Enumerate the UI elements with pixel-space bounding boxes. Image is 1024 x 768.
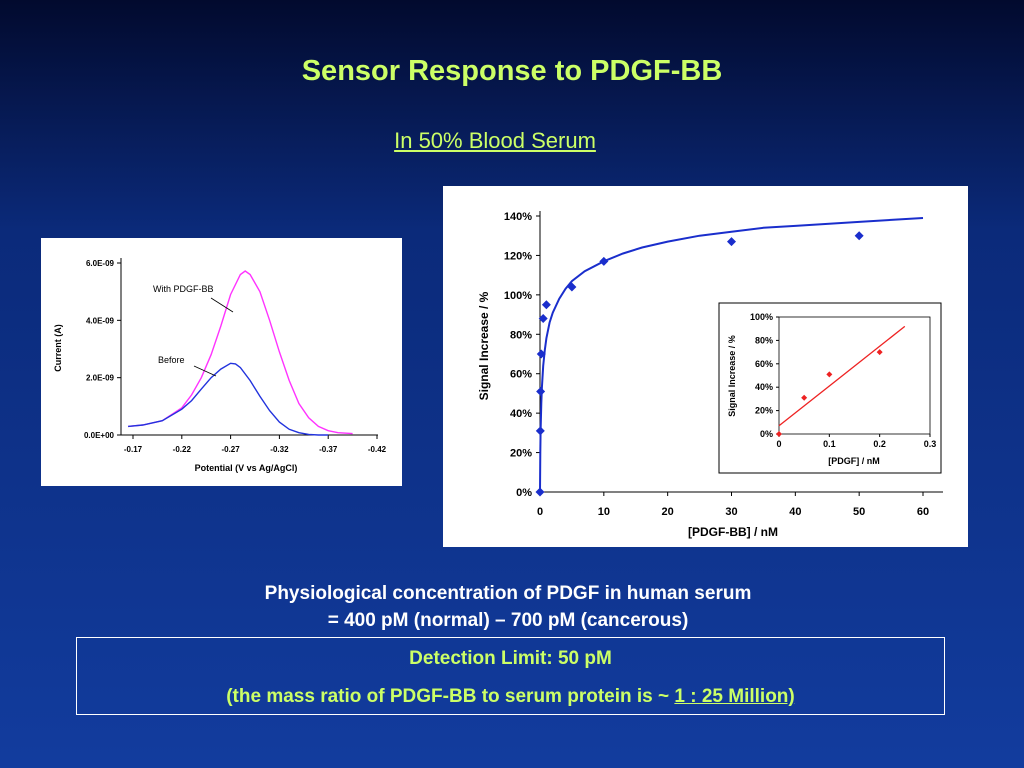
data-point — [541, 300, 551, 310]
x-tick-label: 20 — [662, 506, 674, 518]
calibration-chart: 0% 20% 40% 60% 80% 100% 120% 140% 0 10 20 30 40 50 60 [… — [477, 211, 943, 539]
annotation-before-leader — [193, 365, 217, 377]
inset-x-axis-label: [PDGF] / nM — [828, 456, 880, 466]
inset-y-tick-label: 60% — [755, 359, 773, 369]
inset-y-tick-label: 100% — [750, 312, 773, 322]
slide-subtitle: In 50% Blood Serum — [394, 128, 596, 153]
x-tick-label: -0.32 — [270, 445, 289, 454]
annotation-with-pdgf: With PDGF-BB — [153, 284, 214, 294]
x-tick-label: 50 — [853, 506, 865, 518]
x-tick-label: 60 — [917, 506, 929, 518]
y-tick-label: 4.0E-09 — [86, 316, 115, 325]
y-tick-label: 140% — [504, 211, 532, 223]
before-curve — [128, 362, 329, 436]
inset-y-tick-label: 80% — [755, 335, 773, 345]
data-point — [567, 282, 577, 292]
inset-y-axis-label: Signal Increase / % — [727, 335, 737, 417]
voltammogram-panel: 0.0E+00 2.0E-09 4.0E-09 6.0E-09 -0.17 -0.22 -0… — [41, 238, 402, 486]
y-tick-label: 60% — [510, 369, 532, 381]
x-tick-label: -0.37 — [319, 445, 338, 454]
inset-y-tick-label: 20% — [755, 406, 773, 416]
y-tick-label: 40% — [510, 408, 532, 420]
data-point — [536, 386, 546, 396]
voltammogram-chart: 0.0E+00 2.0E-09 4.0E-09 6.0E-09 -0.17 -0.22 -0… — [53, 258, 387, 473]
x-tick-label: -0.17 — [124, 445, 143, 454]
data-point — [727, 237, 736, 247]
mass-ratio-value: 1 : 25 Million) — [674, 686, 795, 707]
y-tick-label: 80% — [510, 329, 532, 341]
physiological-text: Physiological concentration of PDGF in h… — [0, 580, 1016, 634]
inset-y-tick-label: 0% — [760, 429, 773, 439]
mass-ratio-text: (the mass ratio of PDGF-BB to serum prot… — [77, 686, 944, 708]
inset-x-tick-label: 0.3 — [924, 439, 937, 449]
inset-data-point — [776, 431, 782, 437]
y-tick-label: 100% — [504, 290, 532, 302]
detection-limit-box: Detection Limit: 50 pM (the mass ratio o… — [76, 637, 945, 715]
data-point — [538, 314, 548, 324]
x-tick-label: -0.42 — [368, 445, 387, 454]
mass-ratio-prefix: (the mass ratio of PDGF-BB to serum prot… — [226, 686, 675, 707]
y-axis-label: Current (A) — [53, 324, 63, 372]
inset-fit-line — [778, 325, 906, 427]
x-tick-label: -0.27 — [221, 445, 240, 454]
x-tick-label: 30 — [725, 506, 737, 518]
y-tick-label: 6.0E-09 — [86, 259, 115, 268]
x-axis-label: Potential (V vs Ag/AgCl) — [195, 463, 298, 473]
y-tick-label: 0% — [516, 487, 532, 499]
physio-line-1: Physiological concentration of PDGF in h… — [264, 583, 752, 604]
inset-data-point — [826, 371, 833, 378]
data-point — [535, 426, 545, 436]
y-tick-label: 2.0E-09 — [86, 374, 115, 383]
slide-title: Sensor Response to PDGF-BB — [301, 55, 723, 87]
inset-data-point — [876, 349, 883, 356]
x-tick-label: 40 — [789, 506, 801, 518]
inset-data-point — [801, 394, 808, 401]
calibration-panel: 0% 20% 40% 60% 80% 100% 120% 140% 0 10 20 30 40 50 60 [… — [443, 186, 968, 547]
inset-x-tick-label: 0.1 — [823, 439, 836, 449]
inset-y-tick-label: 40% — [755, 382, 773, 392]
physio-line-2: = 400 pM (normal) – 700 pM (cancerous) — [327, 610, 689, 631]
x-tick-label: -0.22 — [173, 445, 192, 454]
y-axis-label: Signal Increase / % — [477, 291, 491, 400]
inset-plot-area — [778, 316, 931, 435]
data-point — [854, 231, 864, 241]
y-tick-label: 120% — [504, 250, 532, 262]
detection-limit-text: Detection Limit: 50 pM — [409, 648, 612, 669]
annotation-with-pdgf-leader — [210, 297, 234, 313]
inset-x-tick-label: 0 — [776, 439, 781, 449]
data-point — [536, 349, 546, 359]
fit-curve — [539, 217, 924, 493]
inset-x-tick-label: 0.2 — [873, 439, 886, 449]
inset-frame — [718, 302, 942, 474]
data-point — [599, 256, 609, 266]
y-tick-label: 20% — [510, 448, 532, 460]
x-tick-label: 10 — [598, 506, 610, 518]
annotation-before: Before — [158, 355, 185, 365]
x-axis-label: [PDGF-BB] / nM — [688, 525, 778, 539]
y-tick-label: 0.0E+00 — [84, 431, 115, 440]
data-point — [535, 487, 545, 497]
x-tick-label: 0 — [537, 506, 543, 518]
with-pdgf-curve — [128, 270, 353, 435]
